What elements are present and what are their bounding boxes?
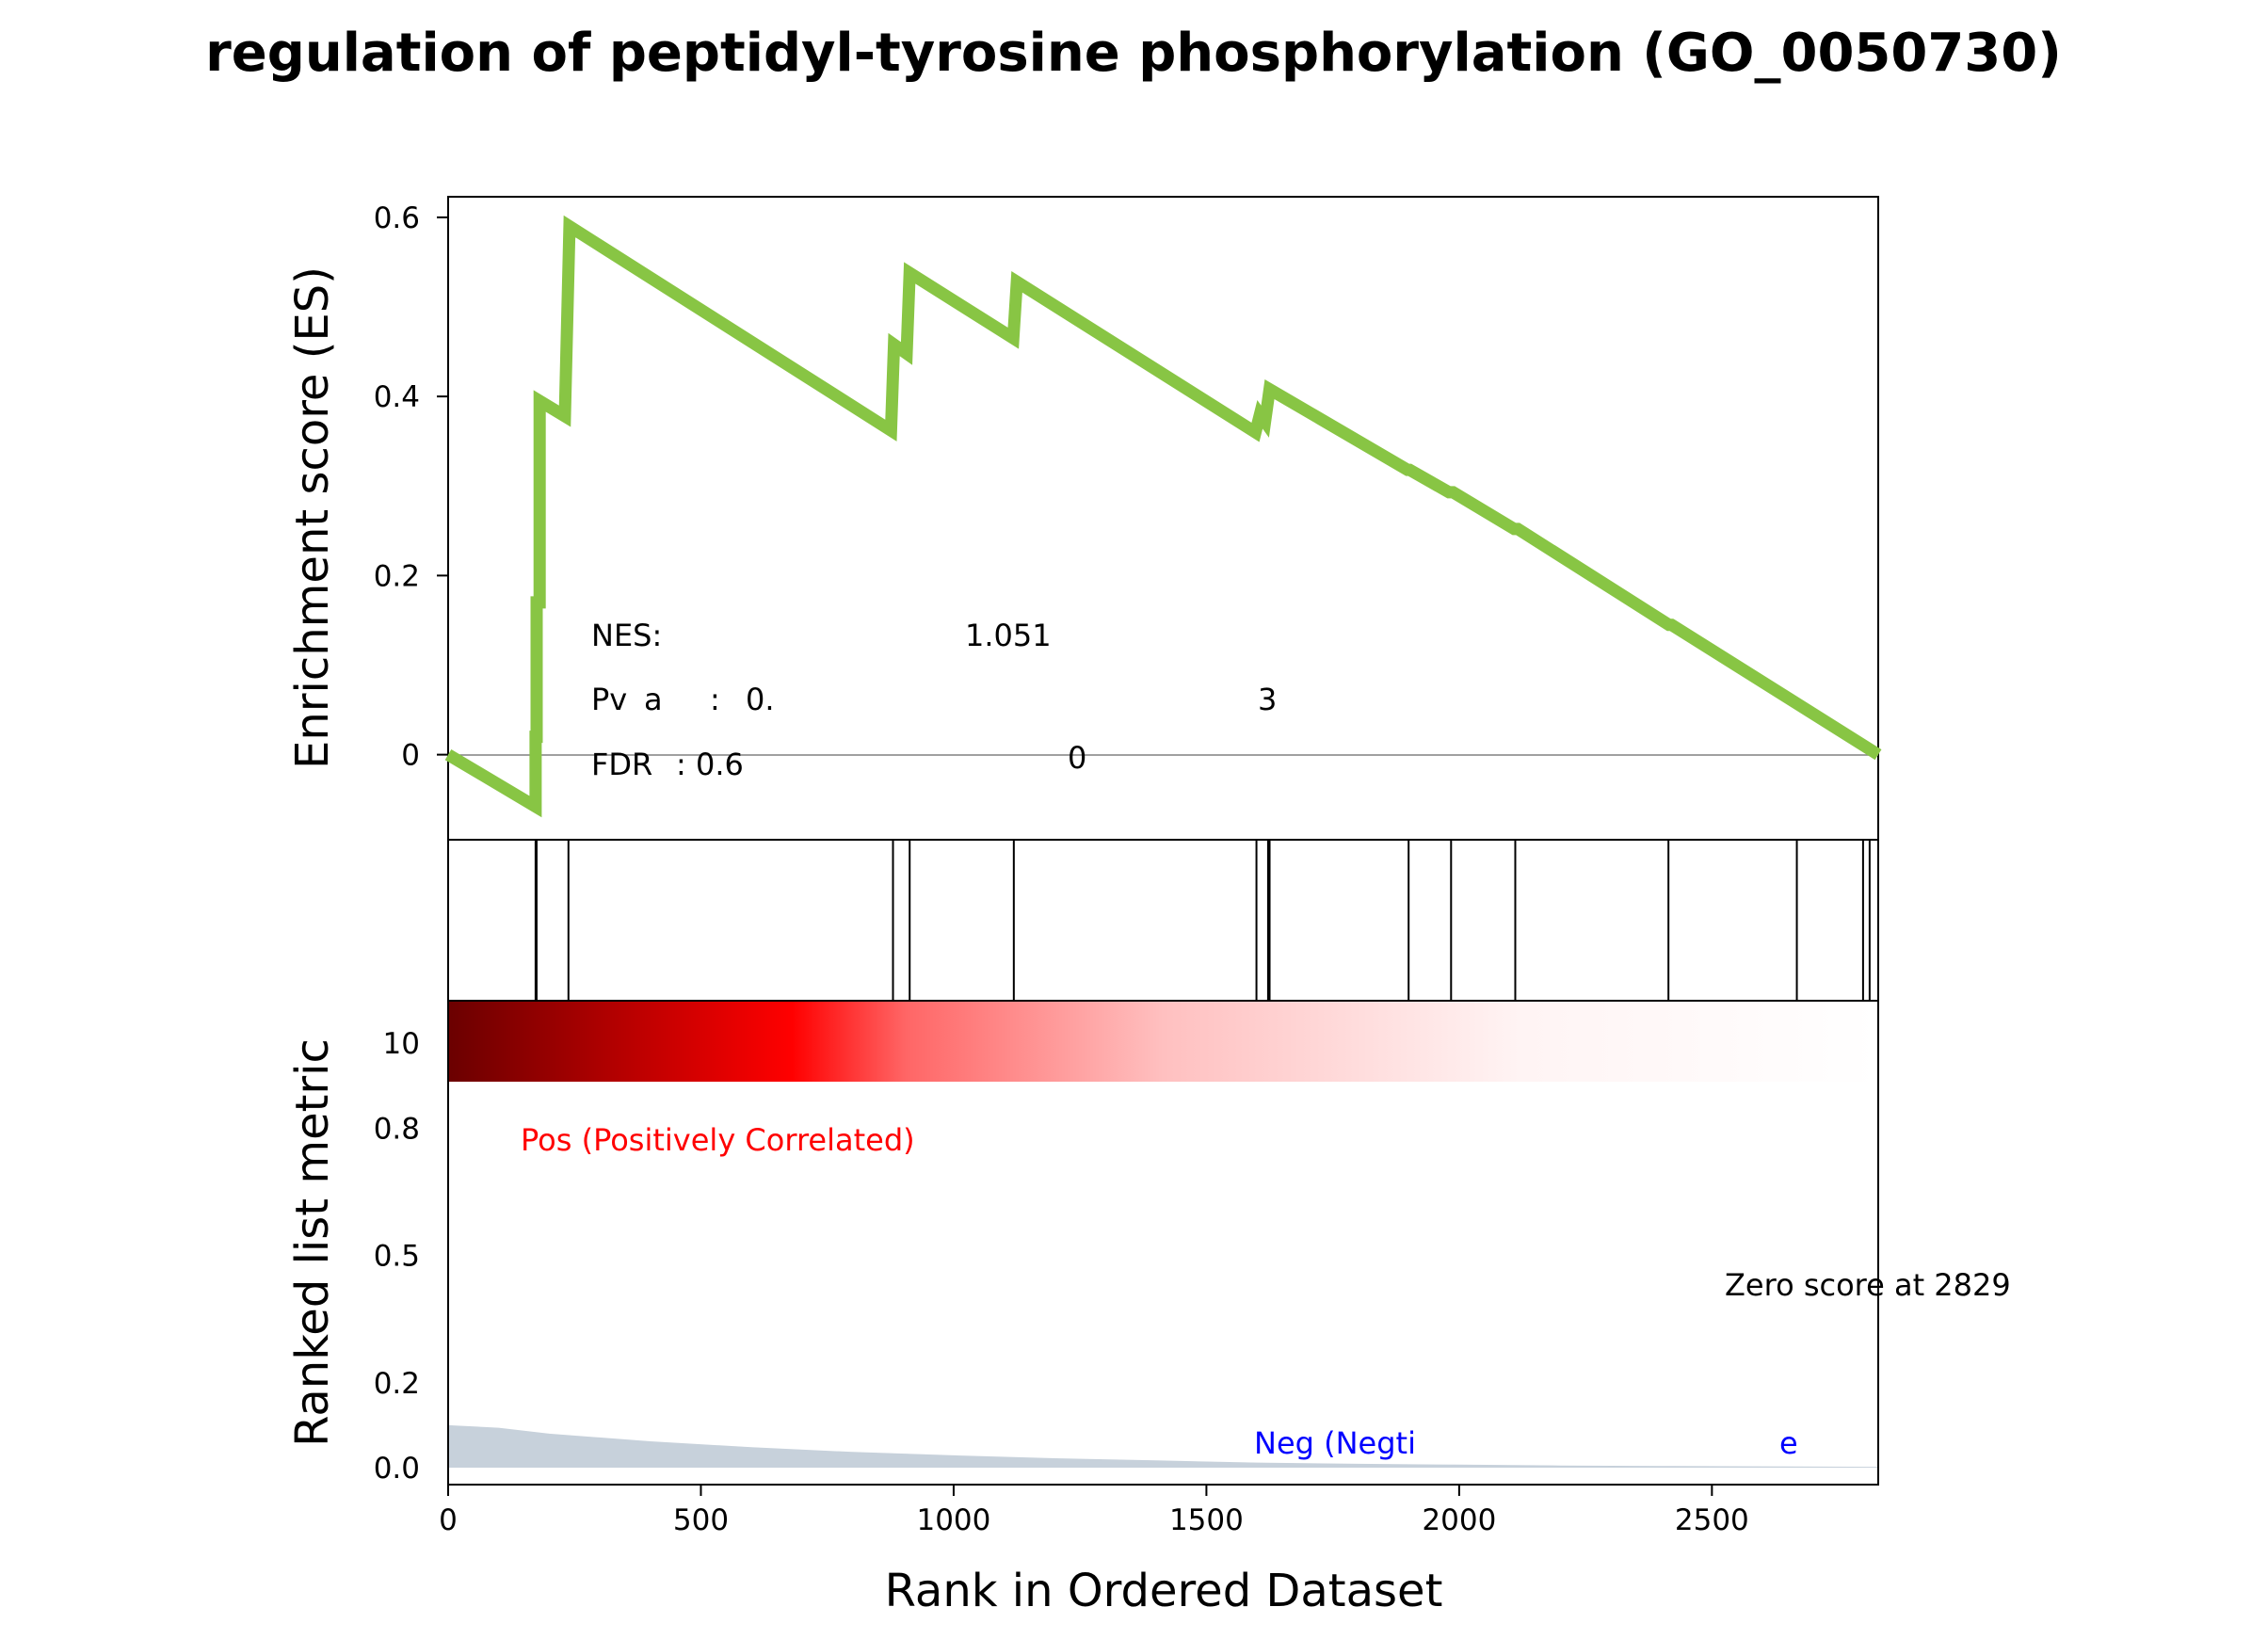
pval-trailing: 3: [1258, 682, 1277, 717]
pval-label-b: a: [644, 682, 663, 717]
x-tick-label: 2000: [1422, 1503, 1496, 1537]
pval-colon: :: [710, 682, 720, 717]
es-y-tick-label: 0: [401, 739, 420, 773]
es-panel-frame: [447, 196, 1879, 841]
fdr-label: FDR: [591, 747, 652, 782]
rank-gradient-bar: [449, 1002, 1877, 1082]
metric-y-tick-label: 0.5: [374, 1240, 420, 1274]
x-tick-label: 2500: [1675, 1503, 1749, 1537]
fdr-trailing: 0: [1068, 740, 1086, 776]
metric-y-tick-label: 0.0: [374, 1452, 420, 1486]
metric-y-axis-label: Ranked list metric: [286, 1038, 339, 1447]
metric-y-ticks: 0.0 0.2 0.5 0.8 10: [374, 1027, 420, 1486]
zero-score-label: Zero score at 2829: [1725, 1267, 2011, 1303]
x-tick-label: 500: [673, 1503, 729, 1537]
hits-panel: [447, 839, 1879, 1002]
es-y-tick-label: 0.6: [374, 201, 420, 235]
es-y-axis-label: Enrichment score (ES): [286, 266, 339, 769]
x-axis-label: Rank in Ordered Dataset: [885, 1565, 1443, 1617]
es-y-ticks: 0 0.2 0.4 0.6: [374, 201, 448, 773]
ranked-metric-area: [448, 1424, 1878, 1468]
negative-correlated-label-b: e: [1779, 1425, 1798, 1461]
pval-label-a: Pv: [591, 682, 627, 717]
pval-value: 0.: [746, 682, 775, 717]
nes-value: 1.051: [965, 618, 1052, 653]
gene-hit-lines: [534, 840, 1871, 1001]
positive-correlated-label: Pos (Positively Correlated): [521, 1122, 915, 1158]
running-enrichment-line: [444, 215, 1882, 818]
x-tick-label: 0: [439, 1503, 458, 1537]
chart-title: regulation of peptidyl-tyrosine phosphor…: [205, 23, 2062, 84]
metric-panel: 0.0 0.2 0.5 0.8 10 Ranked list metric Pos (P…: [286, 1000, 2011, 1486]
x-tick-label: 1500: [1169, 1503, 1244, 1537]
hits-panel-frame: [447, 839, 1879, 1002]
es-y-tick-label: 0.2: [374, 559, 420, 593]
nes-label: NES:: [591, 618, 662, 653]
x-axis-ticks: 0 500 1000 1500 2000 2500: [439, 1485, 1749, 1537]
es-panel: 0 0.2 0.4 0.6 Enrichment score (ES) NES: 1.…: [286, 196, 1882, 841]
metric-y-tick-label: 0.8: [374, 1112, 420, 1146]
negative-correlated-label-a: Neg (Negti: [1254, 1425, 1416, 1461]
x-tick-label: 1000: [916, 1503, 990, 1537]
metric-y-tick-label: 0.2: [374, 1367, 420, 1401]
es-y-tick-label: 0.4: [374, 380, 420, 414]
fdr-value: : 0.6: [676, 747, 744, 782]
metric-y-tick-label: 10: [383, 1027, 420, 1061]
metric-panel-frame: [447, 1000, 1879, 1486]
